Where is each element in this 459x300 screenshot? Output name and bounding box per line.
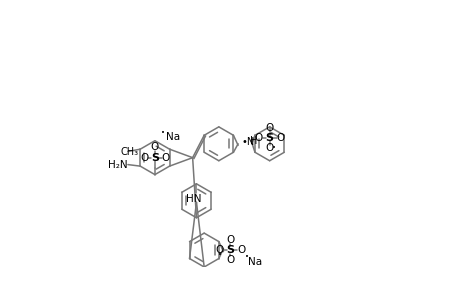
Text: O: O	[140, 153, 148, 163]
Text: H: H	[249, 136, 257, 146]
Text: O: O	[265, 123, 273, 134]
Text: S: S	[265, 134, 273, 143]
Text: S: S	[226, 245, 234, 255]
Text: O: O	[226, 235, 234, 245]
Text: •N: •N	[241, 137, 255, 147]
Text: •: •	[160, 130, 164, 136]
Text: •: •	[217, 253, 221, 259]
Text: O: O	[161, 153, 169, 163]
Text: H₂N: H₂N	[108, 160, 128, 170]
Text: Na: Na	[247, 256, 262, 267]
Text: CH₃: CH₃	[120, 147, 138, 157]
Text: O: O	[215, 245, 223, 255]
Text: Na: Na	[165, 132, 179, 142]
Text: O: O	[151, 142, 159, 152]
Text: O: O	[254, 134, 263, 143]
Text: •: •	[244, 254, 248, 260]
Text: O: O	[276, 134, 284, 143]
Text: O: O	[237, 245, 246, 255]
Text: O: O	[265, 143, 273, 153]
Text: O: O	[226, 255, 234, 265]
Text: HN: HN	[186, 194, 202, 204]
Text: •: •	[272, 146, 276, 152]
Text: S: S	[151, 153, 158, 163]
